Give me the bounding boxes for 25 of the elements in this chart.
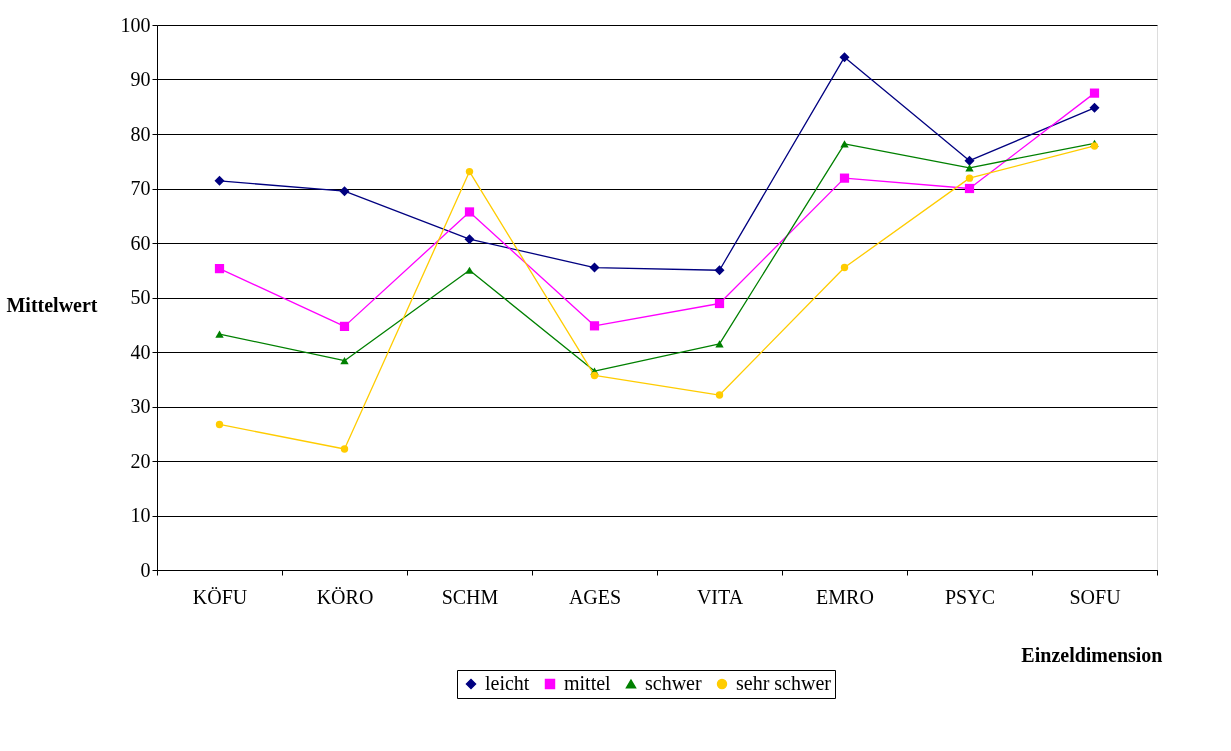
x-axis-title: Einzeldimension: [1021, 643, 1163, 666]
y-tick-label: 40: [130, 340, 151, 363]
legend-label: mittel: [564, 672, 612, 694]
x-tick-label: KÖRO: [316, 585, 374, 608]
x-tick-label: PSYC: [944, 585, 996, 608]
y-tick-label: 70: [130, 177, 151, 199]
y-tick-label: 30: [130, 395, 151, 417]
legend-label: leicht: [485, 672, 530, 694]
x-tick-label: EMRO: [816, 585, 874, 608]
y-tick-label: 60: [130, 231, 151, 254]
x-tick-label: SCHM: [441, 585, 499, 608]
y-tick-label: 100: [120, 13, 151, 36]
y-axis-title: Mittelwert: [6, 293, 98, 316]
x-tick-label: VITA: [696, 585, 744, 608]
x-tick-label: AGES: [568, 585, 622, 608]
legend-label: sehr schwer: [736, 672, 832, 694]
legend-label: schwer: [645, 672, 702, 694]
x-tick-label: KÖFU: [192, 585, 248, 608]
y-tick-label: 20: [130, 449, 151, 472]
y-tick-label: 80: [130, 122, 151, 145]
y-tick-label: 50: [130, 286, 151, 308]
y-tick-label: 90: [130, 68, 151, 90]
y-tick-label: 0: [140, 558, 151, 581]
x-tick-label: SOFU: [1069, 585, 1122, 608]
y-tick-label: 10: [130, 504, 151, 526]
